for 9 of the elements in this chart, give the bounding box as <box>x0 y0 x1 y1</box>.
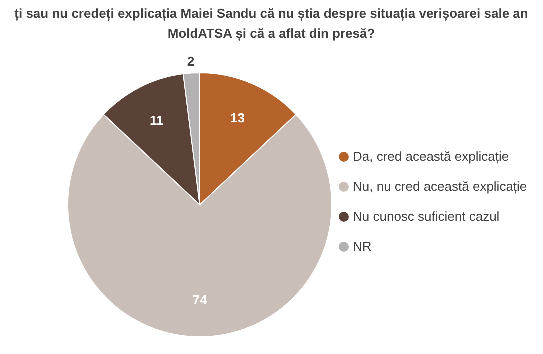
data-label: 13 <box>230 110 245 126</box>
legend-label: Nu cunosc suficient cazul <box>353 209 500 224</box>
legend-label: NR <box>353 239 372 254</box>
chart-title: ți sau nu credeți explicația Maiei Sandu că nu știa despre situația verișoarei sale an MoldATSA și că a aflat din presă? <box>14 5 530 43</box>
data-label: 11 <box>150 112 164 128</box>
legend-label: Da, cred această explicație <box>353 149 510 164</box>
data-label: 74 <box>192 292 208 308</box>
legend-label: Nu, nu cred această explicație <box>353 179 528 194</box>
data-label: 2 <box>187 54 195 69</box>
